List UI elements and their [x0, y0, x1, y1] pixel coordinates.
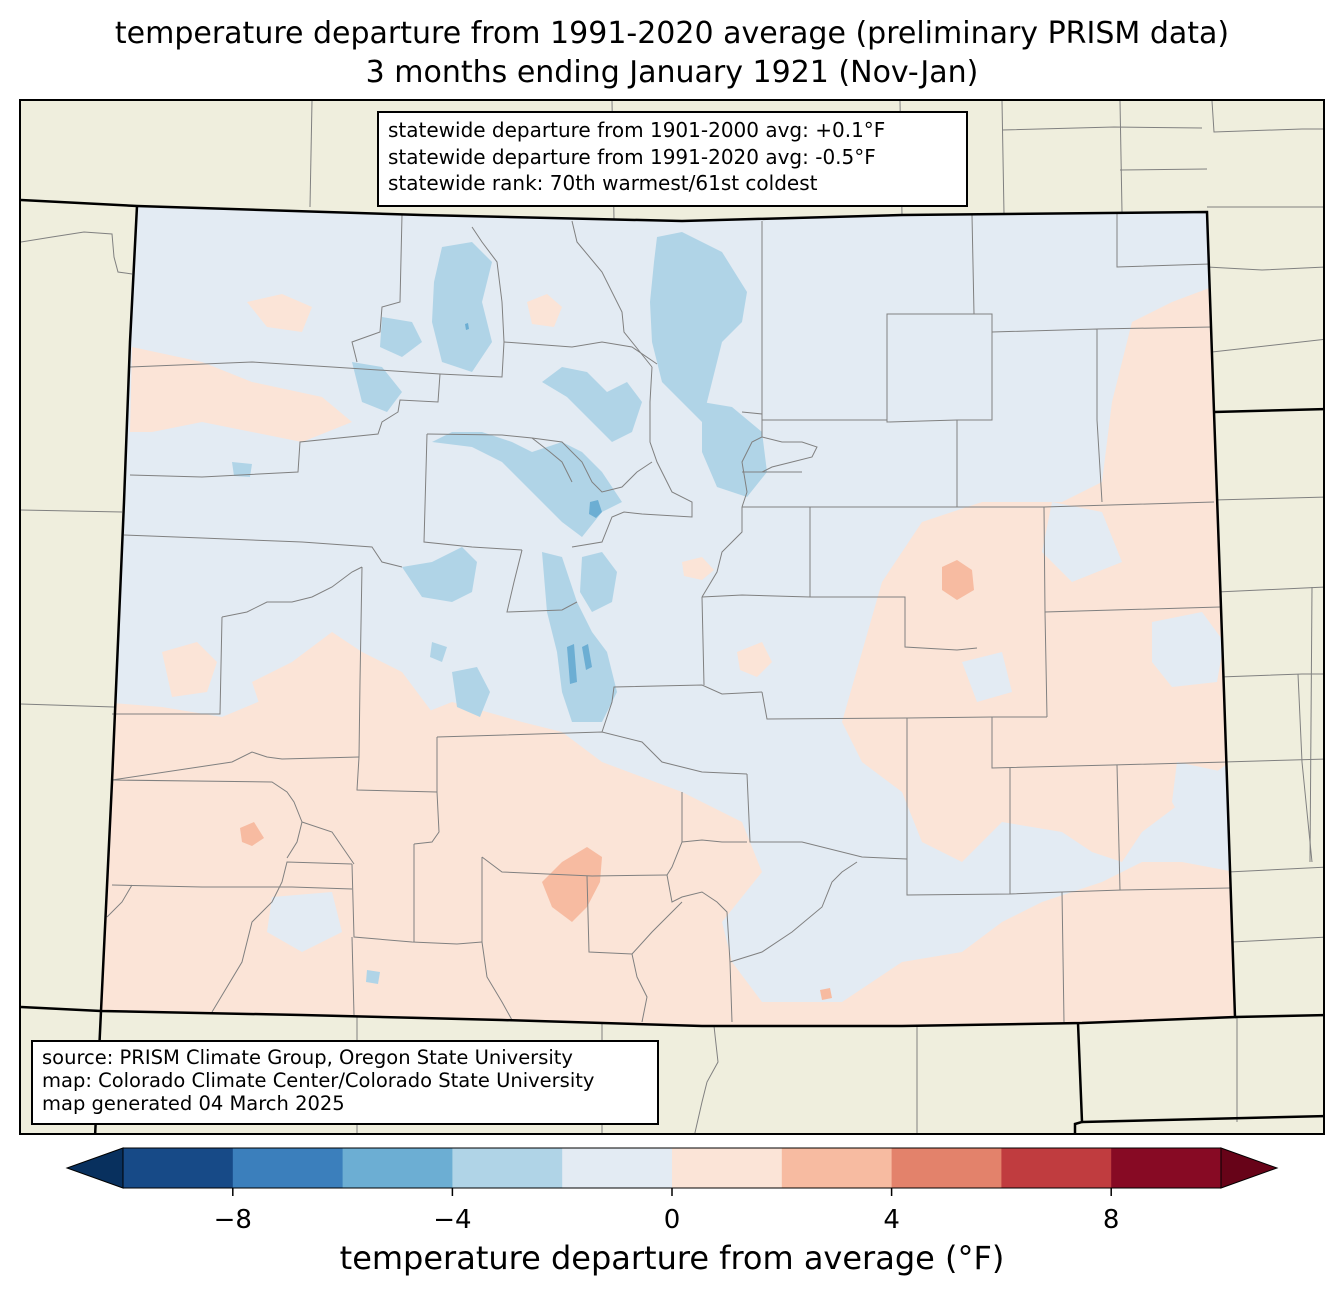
colorbar-tick-label: 4: [883, 1205, 900, 1235]
statewide-stats-box: statewide departure from 1901-2000 avg: …: [377, 111, 968, 207]
map-subtitle: 3 months ending January 1921 (Nov-Jan): [365, 55, 979, 90]
map-generated-line: map generated 04 March 2025: [42, 1092, 345, 1115]
temperature-anomaly-contours: [101, 232, 1235, 1026]
colorado-map: [21, 101, 1323, 1133]
colorbar-tick-label: −4: [433, 1205, 471, 1235]
stats-line-rank: statewide rank: 70th warmest/61st coldes…: [388, 171, 818, 195]
colorbar-under-triangle: [65, 1147, 124, 1189]
colorbar-bin: [672, 1148, 783, 1188]
map-frame: [19, 99, 1325, 1135]
colorbar-bin: [1001, 1148, 1112, 1188]
colorbar-tick-label: 0: [664, 1205, 681, 1235]
colorbar-bin: [342, 1148, 453, 1188]
colorbar-bin: [452, 1148, 563, 1188]
map-title: temperature departure from 1991-2020 ave…: [114, 16, 1230, 51]
stats-line-1991-2020: statewide departure from 1991-2020 avg: …: [388, 144, 876, 169]
source-line: source: PRISM Climate Group, Oregon Stat…: [42, 1046, 573, 1069]
colorbar-tick-label: −8: [214, 1205, 252, 1235]
county-lines: [106, 212, 1231, 1023]
source-attribution-box: source: PRISM Climate Group, Oregon Stat…: [31, 1040, 659, 1125]
stats-line-1901-2000: statewide departure from 1901-2000 avg: …: [388, 118, 886, 142]
colorbar-bin: [232, 1148, 344, 1188]
colorbar-bin: [1111, 1148, 1222, 1188]
colorbar: −8 −4 0 4 8: [65, 1147, 1279, 1235]
colorbar-tick-label: 8: [1103, 1205, 1120, 1235]
colorbar-bin: [781, 1148, 893, 1188]
colorbar-over-triangle: [1220, 1147, 1279, 1189]
state-boundaries: [21, 198, 1323, 1133]
colorbar-bin: [123, 1148, 234, 1188]
map-credit-line: map: Colorado Climate Center/Colorado St…: [42, 1069, 595, 1092]
colorbar-bin: [562, 1148, 673, 1188]
colorbar-bin: [891, 1148, 1002, 1188]
colorbar-label: temperature departure from average (°F): [339, 1239, 1005, 1277]
